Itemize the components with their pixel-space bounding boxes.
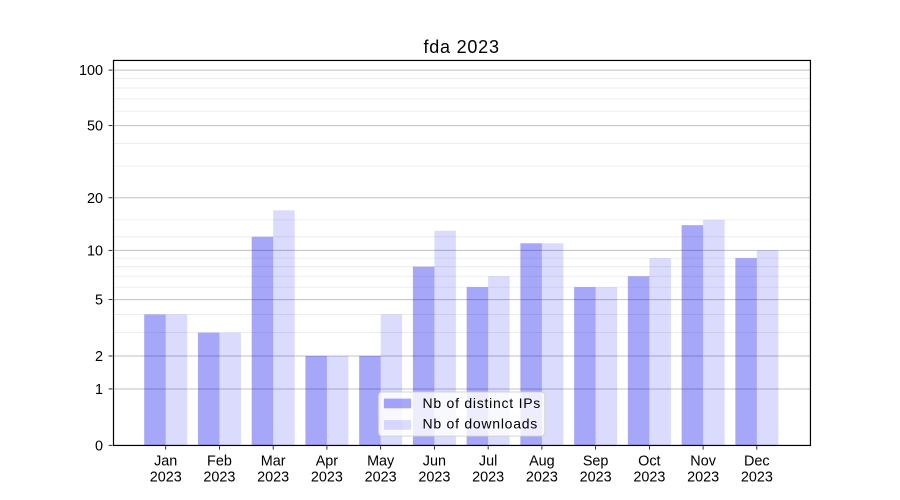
svg-text:May: May [367, 454, 395, 470]
svg-text:50: 50 [87, 119, 103, 135]
svg-text:2023: 2023 [741, 470, 773, 486]
svg-text:5: 5 [95, 293, 103, 309]
svg-text:2023: 2023 [472, 470, 504, 486]
svg-text:fda 2023: fda 2023 [423, 37, 499, 57]
svg-text:Sep: Sep [583, 454, 609, 470]
svg-text:Jun: Jun [423, 454, 446, 470]
svg-text:2023: 2023 [526, 470, 558, 486]
svg-text:Nb of downloads: Nb of downloads [423, 415, 539, 431]
svg-text:2: 2 [95, 349, 103, 365]
svg-text:100: 100 [79, 63, 103, 79]
svg-text:1: 1 [95, 382, 103, 398]
svg-text:2023: 2023 [257, 470, 289, 486]
svg-text:2023: 2023 [365, 470, 397, 486]
svg-text:20: 20 [87, 191, 103, 207]
svg-text:10: 10 [87, 243, 103, 259]
svg-text:Dec: Dec [744, 454, 770, 470]
svg-text:2023: 2023 [418, 470, 450, 486]
svg-text:Jan: Jan [154, 454, 177, 470]
svg-text:Feb: Feb [207, 454, 232, 470]
svg-text:2023: 2023 [203, 470, 235, 486]
svg-text:Aug: Aug [529, 454, 555, 470]
svg-text:Oct: Oct [638, 454, 660, 470]
svg-text:0: 0 [95, 438, 103, 454]
svg-text:2023: 2023 [687, 470, 719, 486]
svg-text:Mar: Mar [261, 454, 286, 470]
svg-text:2023: 2023 [150, 470, 182, 486]
svg-text:2023: 2023 [311, 470, 343, 486]
svg-text:2023: 2023 [580, 470, 612, 486]
svg-text:Nb of distinct IPs: Nb of distinct IPs [423, 395, 542, 411]
svg-text:Apr: Apr [316, 454, 339, 470]
svg-text:Jul: Jul [479, 454, 497, 470]
svg-text:2023: 2023 [633, 470, 665, 486]
svg-text:Nov: Nov [690, 454, 716, 470]
